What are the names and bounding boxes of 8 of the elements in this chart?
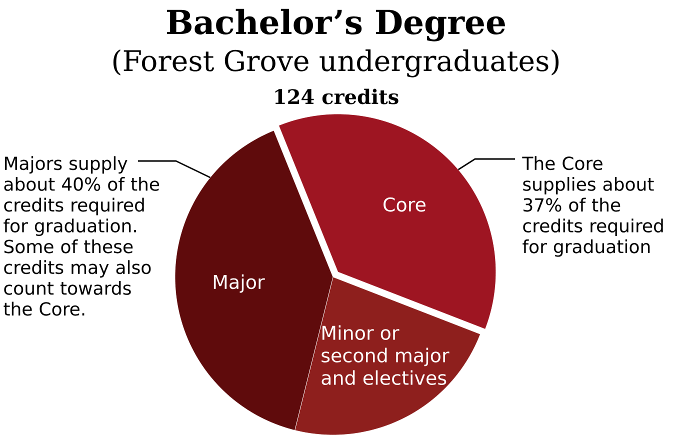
text: Majors supply about 40% of the credits required for graduation. Some of these credits may also count towards the Core. xyxy=(4,156,160,316)
slice-label: Minor or second major and electives xyxy=(322,325,450,385)
chart-subtitle: (Forest Grove undergraduates) xyxy=(113,49,559,78)
slice-label: Major xyxy=(214,274,265,293)
text: The Core supplies about 37% of the credits required for graduation xyxy=(522,156,663,257)
text: 124 credits xyxy=(275,88,398,104)
slice-label: Core xyxy=(384,197,426,212)
chart-title: Bachelor’s Degree xyxy=(167,8,505,42)
